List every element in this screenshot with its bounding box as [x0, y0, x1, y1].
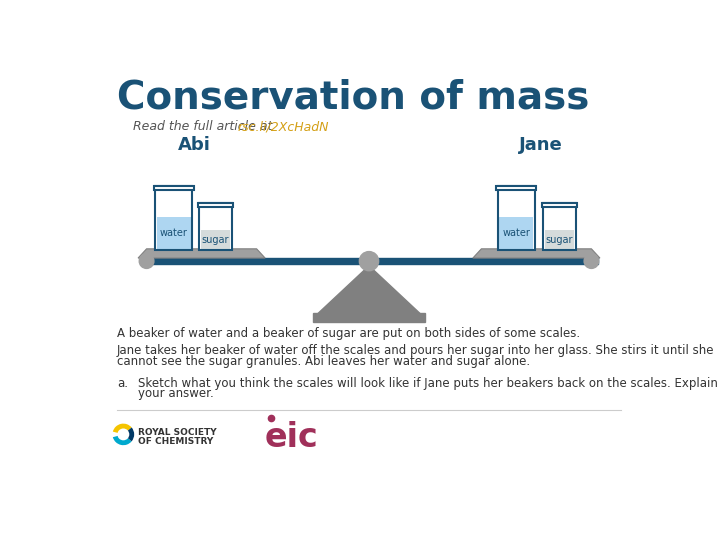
Text: Abi: Abi: [178, 136, 211, 154]
Text: ROYAL SOCIETY: ROYAL SOCIETY: [138, 428, 217, 437]
Bar: [140, 258, 598, 264]
Circle shape: [360, 252, 378, 271]
Text: sugar: sugar: [546, 235, 573, 245]
Wedge shape: [113, 423, 132, 434]
Bar: [153, 186, 194, 190]
Text: water: water: [503, 228, 530, 238]
Text: your answer.: your answer.: [138, 387, 214, 401]
Wedge shape: [123, 428, 134, 441]
Bar: [201, 230, 230, 249]
Text: A beaker of water and a beaker of sugar are put on both sides of some scales.: A beaker of water and a beaker of sugar …: [117, 327, 580, 340]
Bar: [545, 230, 575, 249]
Text: sugar: sugar: [202, 235, 229, 245]
Text: OF CHEMISTRY: OF CHEMISTRY: [138, 437, 213, 445]
Wedge shape: [113, 434, 132, 445]
Polygon shape: [138, 249, 265, 258]
Text: a.: a.: [117, 377, 128, 390]
Text: Conservation of mass: Conservation of mass: [117, 79, 590, 117]
Bar: [155, 186, 192, 249]
Text: Jane takes her beaker of water off the scales and pours her sugar into her glass: Jane takes her beaker of water off the s…: [117, 345, 715, 357]
Bar: [542, 204, 577, 207]
Bar: [498, 186, 535, 249]
Text: cannot see the sugar granules. Abi leaves her water and sugar alone.: cannot see the sugar granules. Abi leave…: [117, 355, 530, 368]
Polygon shape: [473, 249, 600, 258]
Bar: [313, 313, 425, 322]
Bar: [155, 186, 192, 249]
Bar: [199, 204, 232, 249]
Bar: [496, 186, 536, 190]
Text: Read the full article at: Read the full article at: [132, 120, 276, 133]
Bar: [199, 204, 232, 249]
Bar: [157, 217, 191, 249]
Circle shape: [117, 428, 130, 440]
Circle shape: [140, 254, 153, 268]
Text: rsc.li/2XcHadN: rsc.li/2XcHadN: [238, 120, 329, 133]
Text: Jane: Jane: [519, 136, 563, 154]
Text: Sketch what you think the scales will look like if Jane puts her beakers back on: Sketch what you think the scales will lo…: [138, 377, 718, 390]
Bar: [544, 204, 576, 249]
Text: eic: eic: [264, 421, 318, 454]
Text: water: water: [160, 228, 188, 238]
Bar: [198, 204, 233, 207]
Bar: [499, 217, 534, 249]
Bar: [498, 186, 535, 249]
Bar: [544, 204, 576, 249]
Circle shape: [585, 254, 598, 268]
Polygon shape: [316, 266, 422, 315]
